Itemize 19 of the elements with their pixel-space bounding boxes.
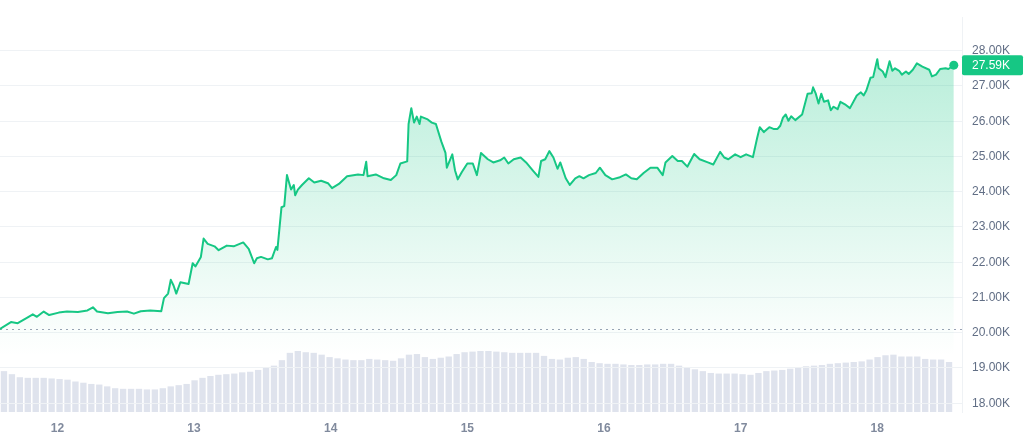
y-tick-label: 18.00K [972, 395, 1011, 410]
x-tick-label: 15 [460, 420, 475, 435]
y-tick-label: 22.00K [972, 254, 1011, 269]
y-tick-label: 27.00K [972, 78, 1011, 93]
y-tick-label: 20.00K [972, 325, 1011, 339]
y-tick-label: 28.00K [972, 43, 1011, 57]
x-tick-label: 13 [187, 420, 202, 435]
x-tick-label: 12 [50, 420, 65, 435]
y-tick-label: 19.00K [972, 360, 1011, 375]
x-tick-label: 17 [733, 420, 748, 435]
y-tick-label: 25.00K [972, 148, 1011, 163]
y-tick-label: 21.00K [972, 289, 1011, 304]
x-tick-label: 18 [870, 420, 885, 435]
x-tick-label: 14 [324, 420, 338, 435]
x-tick-label: 16 [597, 420, 611, 435]
y-tick-label: 24.00K [972, 184, 1011, 198]
y-tick-label: 26.00K [972, 113, 1011, 128]
annotation: 27.59K [972, 57, 1011, 72]
y-tick-label: 23.00K [972, 219, 1011, 234]
